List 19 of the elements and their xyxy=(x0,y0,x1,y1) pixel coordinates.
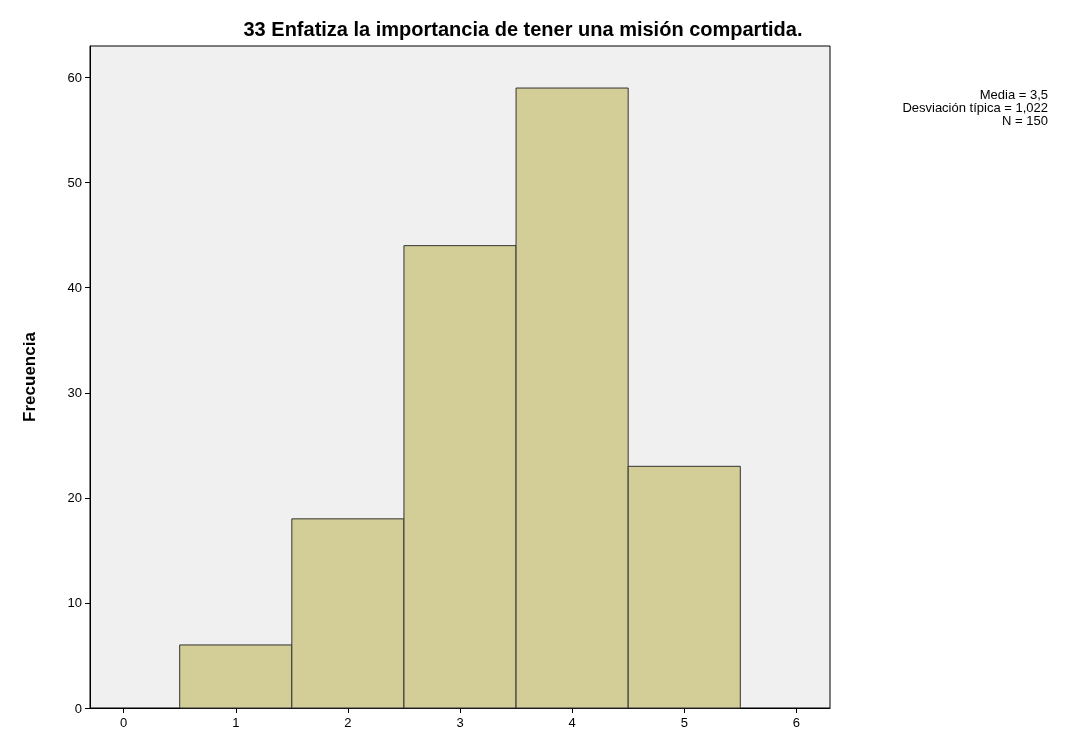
x-tick-label: 4 xyxy=(568,715,576,730)
chart-title: 33 Enfatiza la importancia de tener una misión compartida. xyxy=(243,18,803,40)
y-tick-label: 0 xyxy=(74,700,82,716)
x-tick-label: 2 xyxy=(344,715,352,730)
x-tick-label: 6 xyxy=(792,715,800,730)
y-tick-label: 10 xyxy=(67,595,82,611)
y-tick-label: 60 xyxy=(67,70,82,86)
x-tick-label: 3 xyxy=(456,715,464,730)
text: N = 150 xyxy=(1002,113,1049,128)
y-tick-label: 30 xyxy=(67,385,82,401)
x-tick-label: 0 xyxy=(120,715,128,730)
y-tick-label: 40 xyxy=(67,280,82,296)
x-tick-label: 5 xyxy=(680,715,688,730)
y-tick-label: 20 xyxy=(67,490,82,506)
x-tick-label: 1 xyxy=(232,715,240,730)
text: Desviación típica = 1,022 xyxy=(902,100,1049,115)
y-axis-title: Frecuencia xyxy=(20,331,39,422)
y-tick-label: 50 xyxy=(67,175,82,191)
text: Media = 3,5 xyxy=(979,87,1048,102)
